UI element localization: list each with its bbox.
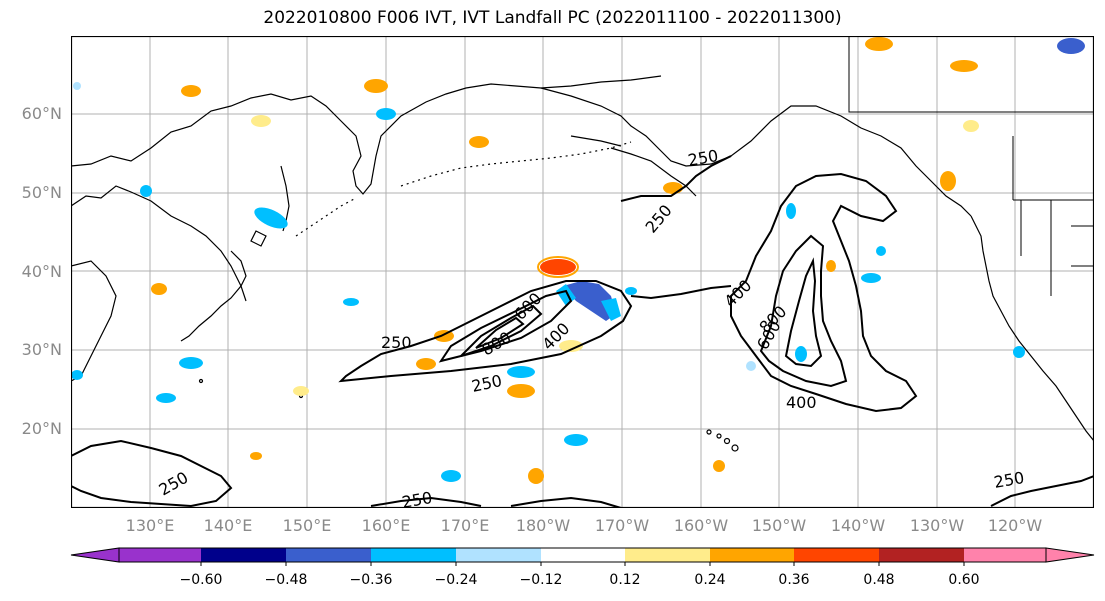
map-title: 2022010800 F006 IVT, IVT Landfall PC (20… <box>263 8 842 28</box>
lat-label: 40°N <box>21 262 62 281</box>
map-frame <box>71 36 1094 508</box>
lon-label: 150°E <box>282 516 332 535</box>
colorbar-tick-label: 0.48 <box>863 572 895 588</box>
lon-label: 130°E <box>125 516 175 535</box>
contour-label: 250 <box>156 468 192 500</box>
lon-label: 160°E <box>361 516 411 535</box>
contour-label-group: 250 250 250 250 250 250 250 400 400 400 … <box>156 146 1026 508</box>
colorbar-outline <box>118 547 1047 563</box>
lat-label: 30°N <box>21 340 62 359</box>
colorbar-ticks <box>200 562 965 566</box>
colorbar-segments <box>70 547 1095 563</box>
colorbar-tick-label: −0.24 <box>434 572 478 588</box>
contour-label: 250 <box>400 488 433 508</box>
contour-label: 250 <box>992 468 1025 492</box>
lon-label: 160°W <box>673 516 729 535</box>
graticule <box>71 36 1094 508</box>
lat-label: 60°N <box>21 104 62 123</box>
lon-label: 120°W <box>987 516 1043 535</box>
coastlines <box>71 75 1094 452</box>
colorbar-segment <box>371 548 456 562</box>
lon-label: 170°E <box>440 516 490 535</box>
lon-label: 150°W <box>751 516 807 535</box>
colorbar-extend-max <box>1045 547 1095 563</box>
colorbar-tick-label: −0.48 <box>264 572 308 588</box>
pc-shading <box>71 37 1085 484</box>
contour-label: 400 <box>720 276 755 311</box>
colorbar-tick-label: 0.36 <box>778 572 810 588</box>
lat-label: 20°N <box>21 419 62 438</box>
colorbar-segment <box>710 548 794 562</box>
ivt-contours <box>71 155 1094 508</box>
colorbar-segment <box>119 548 201 562</box>
colorbar-segment <box>964 548 1046 562</box>
map-panel[interactable]: 250 250 250 250 250 250 250 400 400 400 … <box>71 36 1094 508</box>
colorbar-segment <box>456 548 541 562</box>
contour-label: 250 <box>686 146 719 170</box>
colorbar-tick-label: −0.60 <box>179 572 223 588</box>
colorbar-segment <box>879 548 964 562</box>
colorbar-tick-label: −0.12 <box>519 572 563 588</box>
colorbar-tick-label: 0.60 <box>948 572 980 588</box>
map-canvas: 250 250 250 250 250 250 250 400 400 400 … <box>71 36 1094 508</box>
colorbar-segment <box>201 548 286 562</box>
colorbar <box>70 547 1095 566</box>
contour-label: 250 <box>470 371 504 396</box>
contour-label: 250 <box>642 201 676 237</box>
colorbar-segment <box>794 548 879 562</box>
lon-label: 140°W <box>830 516 886 535</box>
lon-label: 130°W <box>909 516 965 535</box>
colorbar-tick-label: −0.36 <box>349 572 393 588</box>
lon-label: 140°E <box>203 516 253 535</box>
colorbar-extend-min <box>70 547 120 563</box>
colorbar-segment <box>286 548 371 562</box>
lon-label: 170°W <box>594 516 650 535</box>
lat-label: 50°N <box>21 183 62 202</box>
colorbar-segment <box>625 548 710 562</box>
colorbar-tick-label: 0.24 <box>694 572 726 588</box>
contour-label: 250 <box>381 333 412 352</box>
borders <box>848 36 1094 296</box>
colorbar-segment <box>541 548 625 562</box>
colorbar-tick-label: 0.12 <box>609 572 641 588</box>
lon-label: 180°W <box>515 516 571 535</box>
contour-label: 400 <box>786 393 817 412</box>
